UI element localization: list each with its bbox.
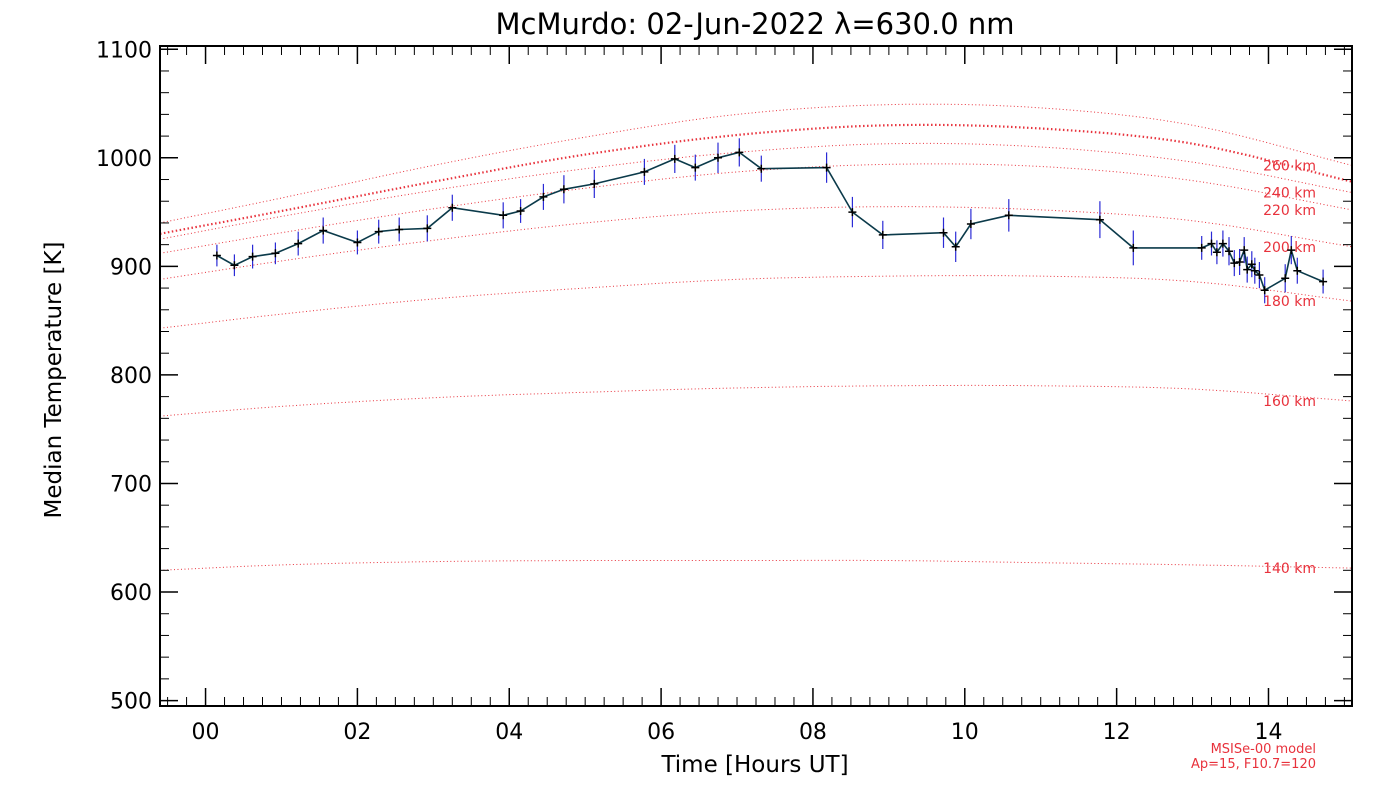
x-tick-label: 00 — [192, 720, 220, 745]
y-tick-label: 700 — [110, 472, 152, 497]
data-point — [395, 225, 404, 234]
data-point — [1218, 239, 1227, 248]
y-tick-label: 500 — [110, 690, 152, 715]
data-point — [248, 252, 257, 261]
model-note: MSISe-00 model — [1211, 742, 1316, 757]
data-point — [294, 239, 303, 248]
x-tick-label: 10 — [951, 720, 979, 745]
data-point — [1095, 215, 1104, 224]
data-point — [1240, 246, 1249, 255]
data-point — [374, 227, 383, 236]
data-point — [1255, 271, 1264, 279]
measurement-line-0 — [216, 151, 1324, 292]
model-label-0: 140 km — [1263, 561, 1316, 577]
data-point — [271, 249, 280, 258]
model-curve-6 — [159, 123, 1353, 235]
data-point — [1225, 247, 1233, 256]
y-tick-label: 1000 — [96, 147, 152, 172]
model-params-note: Ap=15, F10.7=120 — [1191, 757, 1316, 772]
data-point — [539, 192, 548, 201]
y-axis: 500 600 700 800 900 1000 1100 — [96, 38, 1352, 715]
model-curve-5 — [159, 142, 1353, 240]
data-point — [423, 224, 432, 233]
data-point — [939, 228, 948, 237]
data-point — [1197, 243, 1206, 252]
data-point — [757, 164, 766, 173]
data-point — [878, 230, 887, 239]
data-point — [640, 167, 649, 176]
x-axis: 00 02 04 06 08 10 12 14 — [167, 46, 1345, 745]
data-point — [1281, 274, 1290, 283]
data-point — [1129, 243, 1138, 252]
model-curve-7 — [159, 103, 1353, 224]
model-label-7: 260 km — [1263, 158, 1316, 174]
data-point — [1243, 265, 1252, 274]
data-point — [1287, 246, 1296, 255]
data-point — [735, 148, 744, 157]
data-point — [559, 185, 568, 194]
y-tick-label: 800 — [110, 364, 152, 389]
data-point — [212, 251, 221, 260]
model-label-1: 160 km — [1263, 394, 1316, 410]
model-label-5: 240 km — [1263, 186, 1316, 202]
data-point — [966, 220, 975, 228]
x-tick-label: 04 — [495, 720, 523, 745]
y-tick-label: 900 — [110, 255, 152, 280]
data-point — [1260, 286, 1269, 295]
data-series — [212, 138, 1328, 304]
plot-frame — [159, 45, 1353, 707]
model-curve-2 — [159, 275, 1353, 329]
data-point — [230, 261, 239, 270]
data-point — [1212, 248, 1221, 257]
data-point — [1319, 277, 1328, 286]
model-curve-4 — [159, 163, 1353, 254]
data-point — [822, 163, 831, 172]
y-tick-label: 600 — [110, 581, 152, 606]
data-point — [670, 154, 679, 163]
y-tick-label: 1100 — [96, 38, 152, 63]
data-point — [1207, 239, 1216, 248]
x-tick-label: 08 — [799, 720, 827, 745]
model-label-2: 180 km — [1263, 294, 1316, 310]
data-point — [1293, 266, 1302, 275]
y-axis-title: Median Temperature [K] — [41, 242, 67, 519]
data-point — [590, 179, 599, 188]
model-curve-3 — [159, 206, 1353, 280]
data-point — [691, 163, 700, 172]
data-point — [1250, 266, 1259, 275]
data-point — [353, 238, 362, 247]
x-tick-label: 02 — [343, 720, 371, 745]
model-curve-0 — [159, 559, 1353, 571]
x-axis-title: Time [Hours UT] — [660, 752, 848, 778]
model-curves — [159, 103, 1353, 571]
x-tick-label: 06 — [647, 720, 675, 745]
model-label-4: 220 km — [1263, 203, 1316, 219]
data-point — [499, 211, 508, 220]
data-point — [951, 242, 960, 251]
model-curve-1 — [159, 384, 1353, 417]
data-point — [1230, 259, 1239, 268]
data-point — [516, 207, 525, 215]
x-tick-label: 12 — [1103, 720, 1131, 745]
data-point — [1235, 258, 1244, 266]
data-point — [714, 153, 722, 162]
model-label-3: 200 km — [1263, 240, 1316, 256]
chart-title: McMurdo: 02-Jun-2022 λ=630.0 nm — [495, 7, 1014, 41]
data-point — [448, 203, 457, 212]
data-point — [848, 208, 857, 217]
data-point — [1004, 211, 1013, 220]
data-point — [319, 226, 328, 235]
data-point — [1247, 260, 1256, 269]
x-tick-label: 14 — [1254, 720, 1282, 745]
